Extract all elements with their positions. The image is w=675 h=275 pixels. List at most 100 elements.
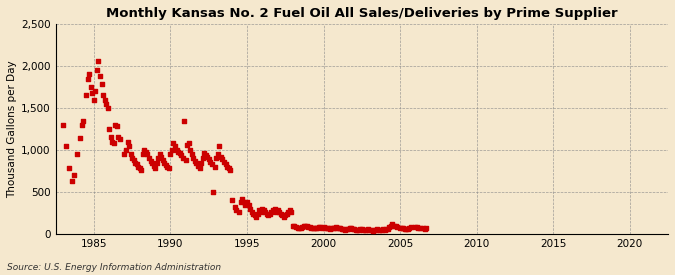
Point: [355, 227, 366, 232]
Point: [236, 200, 246, 204]
Point: [414, 226, 425, 230]
Point: [119, 152, 130, 156]
Point: [366, 228, 377, 232]
Point: [173, 149, 184, 154]
Point: [191, 161, 202, 166]
Point: [237, 196, 248, 201]
Point: [356, 227, 367, 231]
Point: [332, 226, 343, 230]
Point: [390, 224, 401, 229]
Point: [385, 223, 396, 228]
Point: [389, 223, 400, 228]
Point: [320, 226, 331, 230]
Point: [157, 158, 168, 162]
Point: [265, 211, 275, 216]
Point: [139, 148, 150, 152]
Point: [370, 227, 381, 232]
Point: [269, 207, 280, 211]
Point: [281, 211, 292, 216]
Point: [78, 118, 88, 123]
Point: [327, 226, 338, 230]
Point: [243, 202, 254, 207]
Point: [98, 93, 109, 98]
Title: Monthly Kansas No. 2 Fuel Oil All Sales/Deliveries by Prime Supplier: Monthly Kansas No. 2 Fuel Oil All Sales/…: [106, 7, 618, 20]
Point: [138, 152, 148, 156]
Point: [142, 152, 153, 156]
Point: [153, 156, 163, 161]
Point: [278, 215, 289, 219]
Point: [346, 226, 356, 230]
Point: [67, 179, 78, 183]
Point: [214, 144, 225, 148]
Point: [221, 164, 232, 169]
Point: [124, 144, 134, 148]
Point: [61, 144, 72, 148]
Point: [88, 97, 99, 102]
Point: [413, 226, 424, 230]
Point: [109, 141, 119, 145]
Point: [406, 225, 416, 229]
Point: [315, 225, 326, 229]
Point: [421, 226, 431, 230]
Point: [151, 160, 162, 165]
Point: [300, 223, 310, 228]
Point: [156, 155, 167, 159]
Point: [87, 90, 98, 95]
Point: [133, 164, 144, 169]
Point: [200, 153, 211, 157]
Point: [373, 227, 384, 232]
Point: [136, 168, 146, 172]
Point: [115, 137, 126, 141]
Point: [412, 225, 423, 229]
Point: [179, 118, 190, 123]
Point: [288, 223, 298, 228]
Point: [362, 227, 373, 232]
Point: [162, 164, 173, 169]
Text: Source: U.S. Energy Information Administration: Source: U.S. Energy Information Administ…: [7, 263, 221, 272]
Point: [196, 160, 207, 165]
Point: [350, 227, 361, 232]
Point: [102, 106, 113, 110]
Point: [396, 226, 407, 230]
Point: [314, 225, 325, 229]
Point: [92, 68, 103, 72]
Point: [194, 166, 205, 170]
Point: [96, 82, 107, 87]
Point: [185, 148, 196, 152]
Point: [99, 97, 110, 102]
Point: [242, 200, 252, 204]
Point: [128, 158, 139, 162]
Point: [377, 227, 387, 232]
Point: [213, 152, 223, 156]
Point: [132, 162, 142, 166]
Point: [72, 152, 82, 156]
Point: [190, 159, 200, 163]
Point: [202, 155, 213, 159]
Point: [238, 200, 249, 204]
Point: [169, 144, 180, 148]
Point: [230, 205, 240, 209]
Point: [271, 210, 281, 214]
Point: [384, 225, 395, 229]
Point: [317, 226, 327, 230]
Point: [197, 156, 208, 161]
Point: [188, 156, 199, 161]
Point: [277, 213, 288, 218]
Point: [198, 151, 209, 155]
Point: [220, 162, 231, 166]
Point: [90, 89, 101, 93]
Point: [257, 207, 268, 211]
Point: [107, 139, 117, 144]
Point: [324, 227, 335, 231]
Point: [86, 85, 97, 89]
Point: [402, 227, 413, 231]
Point: [134, 166, 145, 170]
Point: [223, 166, 234, 170]
Point: [255, 210, 266, 214]
Point: [401, 227, 412, 232]
Point: [298, 224, 309, 229]
Point: [286, 210, 297, 214]
Point: [261, 211, 272, 216]
Point: [81, 93, 92, 98]
Point: [312, 226, 323, 230]
